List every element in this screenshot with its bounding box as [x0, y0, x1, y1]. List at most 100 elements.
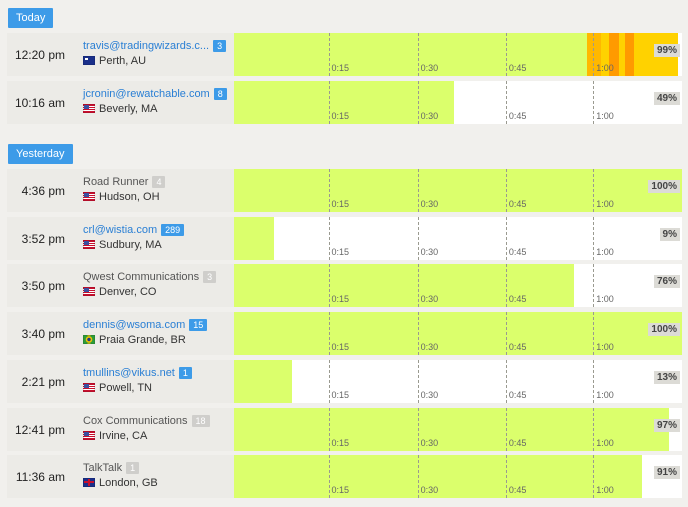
- watched-fill: [234, 408, 669, 451]
- timeline-tick-label: 0:15: [331, 247, 350, 257]
- view-count-badge[interactable]: 1: [126, 462, 140, 475]
- view-count-badge[interactable]: 3: [213, 40, 227, 53]
- visitor-info: 3:52 pm crl@wistia.com 289 Sudbury, MA: [7, 217, 234, 260]
- visitor-info: 12:41 pm Cox Communications 18 Irvine, CA: [7, 408, 234, 451]
- visitor-row[interactable]: 12:41 pm Cox Communications 18 Irvine, CA 0:…: [7, 408, 682, 451]
- view-time: 10:16 am: [14, 96, 65, 110]
- view-count-badge[interactable]: 18: [191, 415, 210, 428]
- timeline-tick: [328, 217, 330, 260]
- view-count-badge[interactable]: 289: [161, 224, 185, 237]
- watch-progress-bar[interactable]: 0:15 0:30 0:45 1:00 76%: [234, 264, 682, 307]
- watched-fill: [234, 455, 642, 498]
- visitor-row[interactable]: 10:16 am jcronin@rewatchable.com 8 Beverly,…: [7, 81, 682, 124]
- timeline-tick-label: 0:30: [420, 485, 439, 495]
- timeline-tick-label: 0:45: [508, 199, 527, 209]
- timeline-tick-label: 0:45: [508, 390, 527, 400]
- flag-br-icon: [83, 334, 95, 344]
- watch-progress-bar[interactable]: 0:15 0:30 0:45 1:00 100%: [234, 169, 682, 212]
- visitor-name: Qwest Communications: [83, 271, 200, 283]
- timeline-tick-label: 1:00: [596, 438, 614, 448]
- watched-fill: [234, 217, 275, 260]
- timeline-tick-label: 0:45: [508, 438, 527, 448]
- visitor-location: Sudbury, MA: [83, 239, 162, 252]
- watch-percent-label: 9%: [659, 228, 680, 241]
- view-time: 3:50 pm: [21, 279, 65, 293]
- visitor-info: 4:36 pm Road Runner 4 Hudson, OH: [7, 169, 234, 212]
- flag-us-icon: [83, 239, 95, 249]
- watched-fill: [234, 264, 575, 307]
- timeline-tick: [417, 264, 419, 307]
- visitor-row[interactable]: 2:21 pm tmullins@vikus.net 1 Powell, TN 0:15…: [7, 360, 682, 403]
- timeline-tick: [417, 33, 419, 76]
- visitor-email-link[interactable]: tmullins@vikus.net: [83, 367, 175, 379]
- visitor-row[interactable]: 4:36 pm Road Runner 4 Hudson, OH 0:15 0:30 0:4…: [7, 169, 682, 212]
- visitor-row[interactable]: 12:20 pm travis@tradingwizards.c... 3 Perth…: [7, 33, 682, 76]
- visitor-row[interactable]: 11:36 am TalkTalk 1 London, GB 0:15 0:30 0:45 1…: [7, 455, 682, 498]
- timeline-tick: [593, 33, 595, 76]
- timeline-tick-label: 0:30: [420, 438, 439, 448]
- watch-progress-bar[interactable]: 0:15 0:30 0:45 1:00 91%: [234, 455, 682, 498]
- watch-progress-bar[interactable]: 0:15 0:30 0:45 1:00 97%: [234, 408, 682, 451]
- visitor-email-link[interactable]: dennis@wsoma.com: [83, 319, 186, 331]
- visitor-location: Irvine, CA: [83, 430, 147, 443]
- timeline-tick-label: 1:00: [596, 390, 614, 400]
- watch-progress-bar[interactable]: 0:15 0:30 0:45 1:00 49%: [234, 81, 682, 124]
- timeline-tick-label: 0:15: [331, 294, 350, 304]
- timeline-tick: [417, 360, 419, 403]
- visitor-location: London, GB: [83, 477, 158, 490]
- visitor-identity: TalkTalk 1: [83, 462, 140, 475]
- visitor-identity: travis@tradingwizards.c... 3: [83, 40, 227, 53]
- view-count-badge[interactable]: 3: [203, 271, 217, 284]
- location-text: Irvine, CA: [99, 430, 148, 442]
- timeline-tick-label: 0:15: [331, 111, 350, 121]
- visitor-location: Perth, AU: [83, 55, 146, 68]
- view-time: 11:36 am: [15, 470, 65, 484]
- visitor-identity: dennis@wsoma.com 15: [83, 319, 208, 332]
- timeline-tick: [328, 81, 330, 124]
- location-text: Beverly, MA: [99, 103, 158, 115]
- visitor-identity: crl@wistia.com 289: [83, 224, 185, 237]
- visitor-email-link[interactable]: travis@tradingwizards.c...: [83, 40, 210, 52]
- flag-us-icon: [83, 430, 95, 440]
- watch-percent-label: 100%: [648, 323, 680, 336]
- watch-progress-bar[interactable]: 0:15 0:30 0:45 1:00 99%: [234, 33, 682, 76]
- view-count-badge[interactable]: 4: [152, 176, 166, 189]
- visitor-info: 12:20 pm travis@tradingwizards.c... 3 Perth…: [7, 33, 234, 76]
- timeline-tick: [328, 33, 330, 76]
- watch-progress-bar[interactable]: 0:15 0:30 0:45 1:00 9%: [234, 217, 682, 260]
- rewatch-heat-segment: [601, 33, 610, 76]
- view-time: 2:21 pm: [21, 375, 65, 389]
- watch-percent-label: 13%: [653, 371, 680, 384]
- view-count-badge[interactable]: 8: [213, 88, 227, 101]
- location-text: Praia Grande, BR: [99, 334, 186, 346]
- watch-progress-bar[interactable]: 0:15 0:30 0:45 1:00 13%: [234, 360, 682, 403]
- visitor-row[interactable]: 3:52 pm crl@wistia.com 289 Sudbury, MA 0:15 0…: [7, 217, 682, 260]
- visitor-email-link[interactable]: jcronin@rewatchable.com: [83, 88, 210, 100]
- timeline-tick-label: 1:00: [596, 63, 614, 73]
- visitor-identity: jcronin@rewatchable.com 8: [83, 88, 227, 101]
- timeline-tick: [505, 264, 507, 307]
- timeline-tick-label: 1:00: [596, 485, 614, 495]
- visitor-info: 10:16 am jcronin@rewatchable.com 8 Beverly,…: [7, 81, 234, 124]
- visitor-email-link[interactable]: crl@wistia.com: [83, 224, 158, 236]
- timeline-tick-label: 1:00: [596, 294, 614, 304]
- timeline-tick-label: 1:00: [596, 111, 614, 121]
- visitor-location: Hudson, OH: [83, 191, 160, 204]
- view-count-badge[interactable]: 1: [178, 367, 192, 380]
- location-text: Sudbury, MA: [99, 239, 162, 251]
- timeline-tick: [328, 360, 330, 403]
- timeline-tick-label: 1:00: [596, 247, 614, 257]
- flag-us-icon: [83, 103, 95, 113]
- timeline-tick-label: 0:45: [508, 342, 527, 352]
- timeline-tick-label: 0:45: [508, 63, 527, 73]
- timeline-tick-label: 0:30: [420, 199, 439, 209]
- visitor-row[interactable]: 3:40 pm dennis@wsoma.com 15 Praia Grande, B…: [7, 312, 682, 355]
- view-count-badge[interactable]: 15: [189, 319, 208, 332]
- view-time: 3:40 pm: [21, 327, 65, 341]
- visitor-identity: Qwest Communications 3: [83, 271, 217, 284]
- visitor-location: Praia Grande, BR: [83, 334, 186, 347]
- watch-progress-bar[interactable]: 0:15 0:30 0:45 1:00 100%: [234, 312, 682, 355]
- view-time: 12:41 pm: [14, 423, 65, 437]
- timeline-tick-label: 0:15: [331, 199, 350, 209]
- visitor-row[interactable]: 3:50 pm Qwest Communications 3 Denver, CO 0:…: [7, 264, 682, 307]
